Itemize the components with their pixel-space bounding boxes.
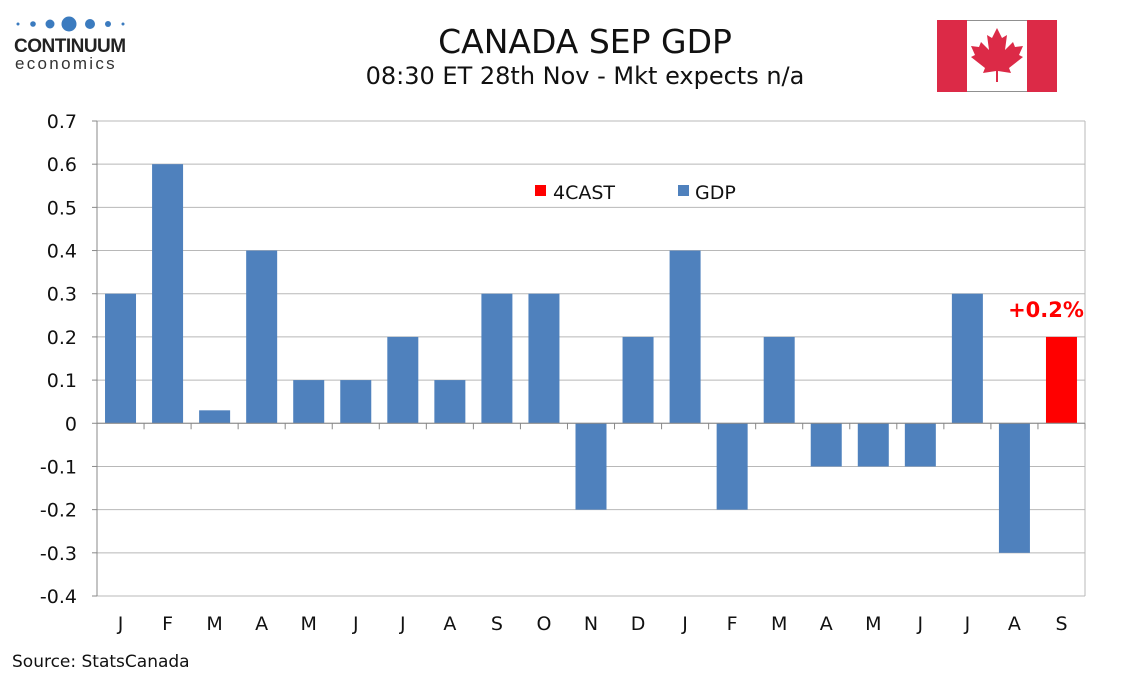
gdp-bar: [340, 380, 372, 424]
x-tick-label: A: [1008, 613, 1021, 635]
gdp-bar: [857, 423, 889, 467]
logo-line1: CONTINUUM: [14, 36, 126, 57]
gdp-bar: [575, 423, 607, 510]
y-tick-label: 0: [65, 413, 77, 435]
chart-title: CANADA SEP GDP: [438, 22, 732, 61]
legend-swatch-4cast: [535, 185, 546, 196]
x-tick-label: N: [584, 613, 598, 635]
gdp-bar: [669, 250, 701, 424]
x-tick-label: J: [399, 613, 406, 635]
x-tick-label: M: [865, 613, 881, 635]
gdp-bar: [998, 423, 1030, 553]
y-tick-label: 0.7: [47, 111, 77, 133]
logo-line2: economics: [15, 54, 117, 73]
x-tick-label: A: [820, 613, 833, 635]
x-tick-label: J: [117, 613, 124, 635]
y-tick-label: -0.3: [40, 543, 77, 565]
gdp-bar: [622, 336, 654, 424]
y-tick-label: -0.4: [40, 586, 77, 608]
gdp-bar: [387, 336, 419, 424]
gdp-bar: [293, 380, 325, 424]
x-tick-label: F: [727, 613, 738, 635]
chart-subtitle: 08:30 ET 28th Nov - Mkt expects n/a: [365, 62, 805, 90]
gdp-bar: [246, 250, 278, 424]
legend-swatch-gdp: [678, 185, 689, 196]
gdp-bar: [810, 423, 842, 467]
y-tick-label: 0.4: [47, 241, 77, 263]
gdp-bar: [951, 293, 983, 424]
gdp-bar: [481, 293, 513, 424]
y-tick-label: 0.2: [47, 327, 77, 349]
x-tick-label: M: [301, 613, 317, 635]
y-tick-label: 0.5: [47, 197, 77, 219]
y-tick-label: 0.1: [47, 370, 77, 392]
x-tick-label: J: [917, 613, 924, 635]
gdp-bar: [716, 423, 748, 510]
gdp-bar: [434, 380, 466, 424]
x-tick-label: M: [771, 613, 787, 635]
x-tick-label: F: [162, 613, 173, 635]
y-tick-label: 0.3: [47, 284, 77, 306]
y-tick-label: -0.1: [40, 456, 77, 478]
x-tick-label: O: [536, 613, 551, 635]
x-tick-label: S: [1055, 613, 1067, 635]
x-tick-label: S: [491, 613, 503, 635]
forecast-bar: [1045, 336, 1077, 424]
x-tick-label: J: [352, 613, 359, 635]
y-tick-label: -0.2: [40, 500, 77, 522]
x-tick-label: M: [206, 613, 222, 635]
x-tick-label: J: [681, 613, 688, 635]
legend-label-4cast: 4CAST: [553, 182, 615, 204]
canada-flag-icon: [937, 20, 1057, 92]
x-tick-label: D: [631, 613, 646, 635]
legend-label-gdp: GDP: [695, 182, 736, 204]
forecast-annotation: +0.2%: [1008, 298, 1084, 322]
gdp-bar: [528, 293, 560, 424]
gdp-bar: [199, 410, 231, 424]
y-tick-label: 0.6: [47, 154, 77, 176]
continuum-logo: CONTINUUM economics: [10, 14, 140, 73]
gdp-bar: [105, 293, 137, 424]
gdp-bar: [904, 423, 936, 467]
gdp-bar: [763, 336, 795, 424]
gdp-bar: [152, 164, 184, 424]
x-tick-label: J: [964, 613, 971, 635]
logo-dots-icon: [16, 16, 125, 32]
x-tick-label: A: [443, 613, 456, 635]
x-tick-label: A: [255, 613, 268, 635]
source-note: Source: StatsCanada: [12, 652, 190, 672]
